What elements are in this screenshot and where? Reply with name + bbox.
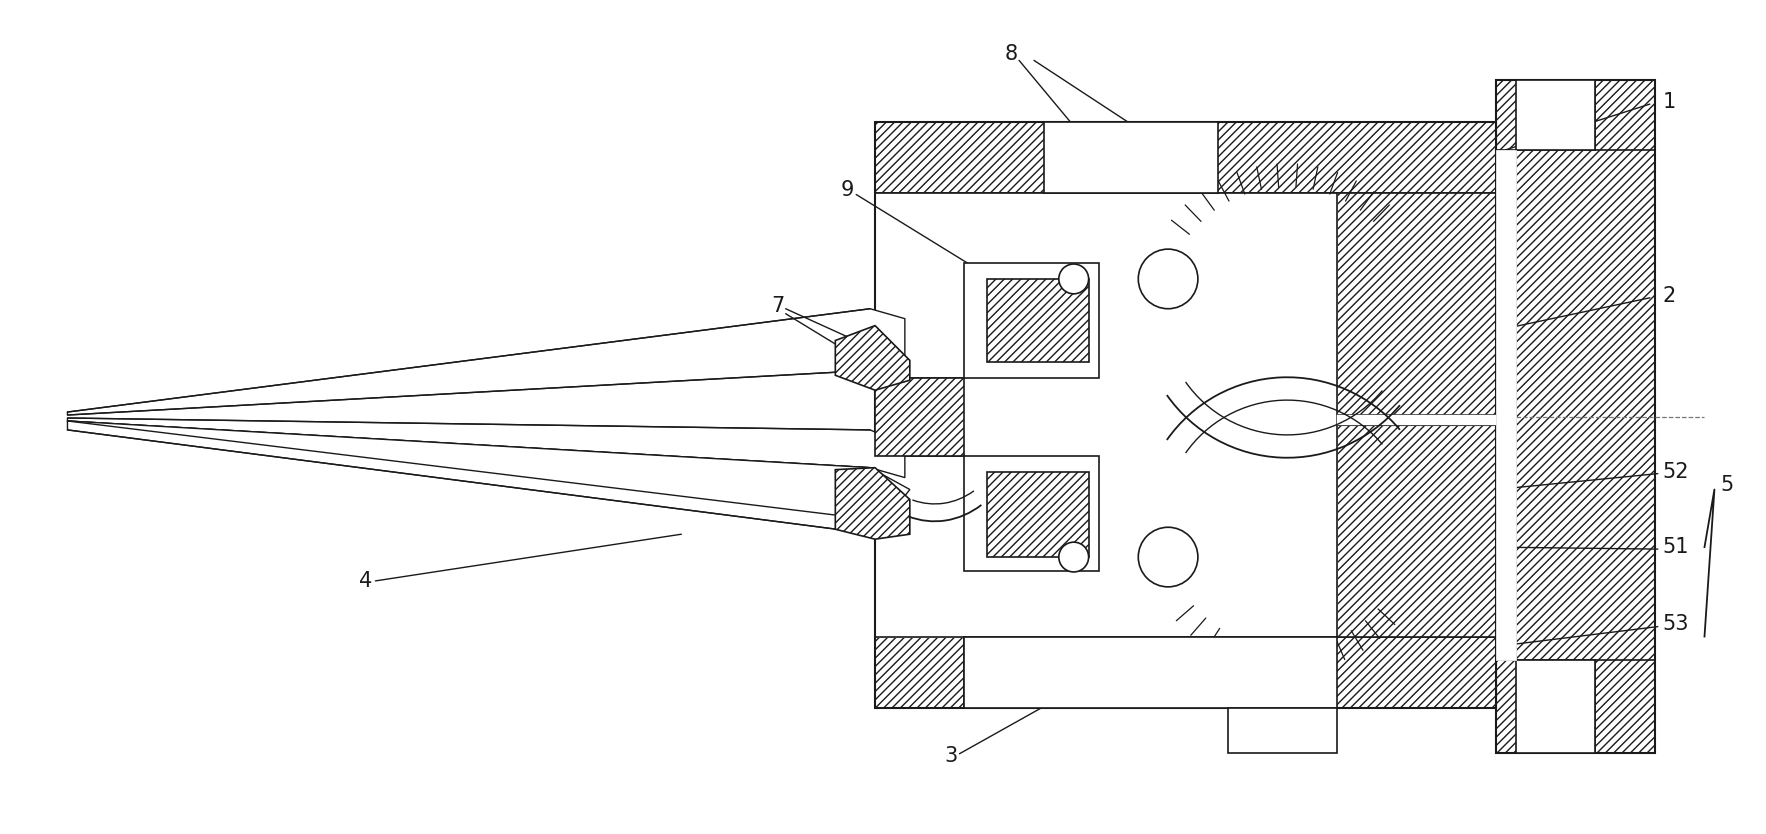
Polygon shape (876, 379, 964, 455)
Text: 2: 2 (1664, 286, 1676, 306)
Text: 9: 9 (841, 179, 853, 199)
Text: 51: 51 (1664, 537, 1690, 557)
Polygon shape (1515, 80, 1595, 150)
Polygon shape (67, 421, 909, 535)
Polygon shape (835, 468, 909, 539)
Polygon shape (876, 193, 1337, 636)
Polygon shape (964, 636, 1337, 708)
Polygon shape (964, 263, 1098, 379)
Polygon shape (876, 122, 1496, 193)
Polygon shape (67, 309, 904, 415)
Circle shape (1060, 542, 1088, 572)
Polygon shape (1227, 708, 1337, 753)
Polygon shape (835, 325, 909, 390)
Text: 7: 7 (770, 296, 784, 316)
Text: 1: 1 (1664, 92, 1676, 112)
Polygon shape (1337, 415, 1496, 425)
Polygon shape (1496, 80, 1655, 753)
Circle shape (1139, 249, 1197, 309)
Polygon shape (1044, 122, 1219, 193)
Text: 8: 8 (1005, 44, 1017, 64)
Text: 3: 3 (945, 746, 957, 766)
Polygon shape (67, 418, 904, 478)
Text: 5: 5 (1720, 475, 1734, 495)
Polygon shape (1337, 193, 1496, 415)
Circle shape (1139, 527, 1197, 587)
Polygon shape (987, 279, 1088, 362)
Polygon shape (1337, 425, 1496, 636)
Polygon shape (987, 472, 1088, 557)
Polygon shape (1515, 661, 1595, 753)
Polygon shape (876, 636, 1496, 708)
Circle shape (1060, 264, 1088, 294)
Polygon shape (1496, 150, 1515, 661)
Text: 4: 4 (358, 571, 373, 591)
Text: 53: 53 (1664, 614, 1690, 634)
Polygon shape (964, 455, 1098, 571)
Text: 52: 52 (1664, 462, 1690, 481)
